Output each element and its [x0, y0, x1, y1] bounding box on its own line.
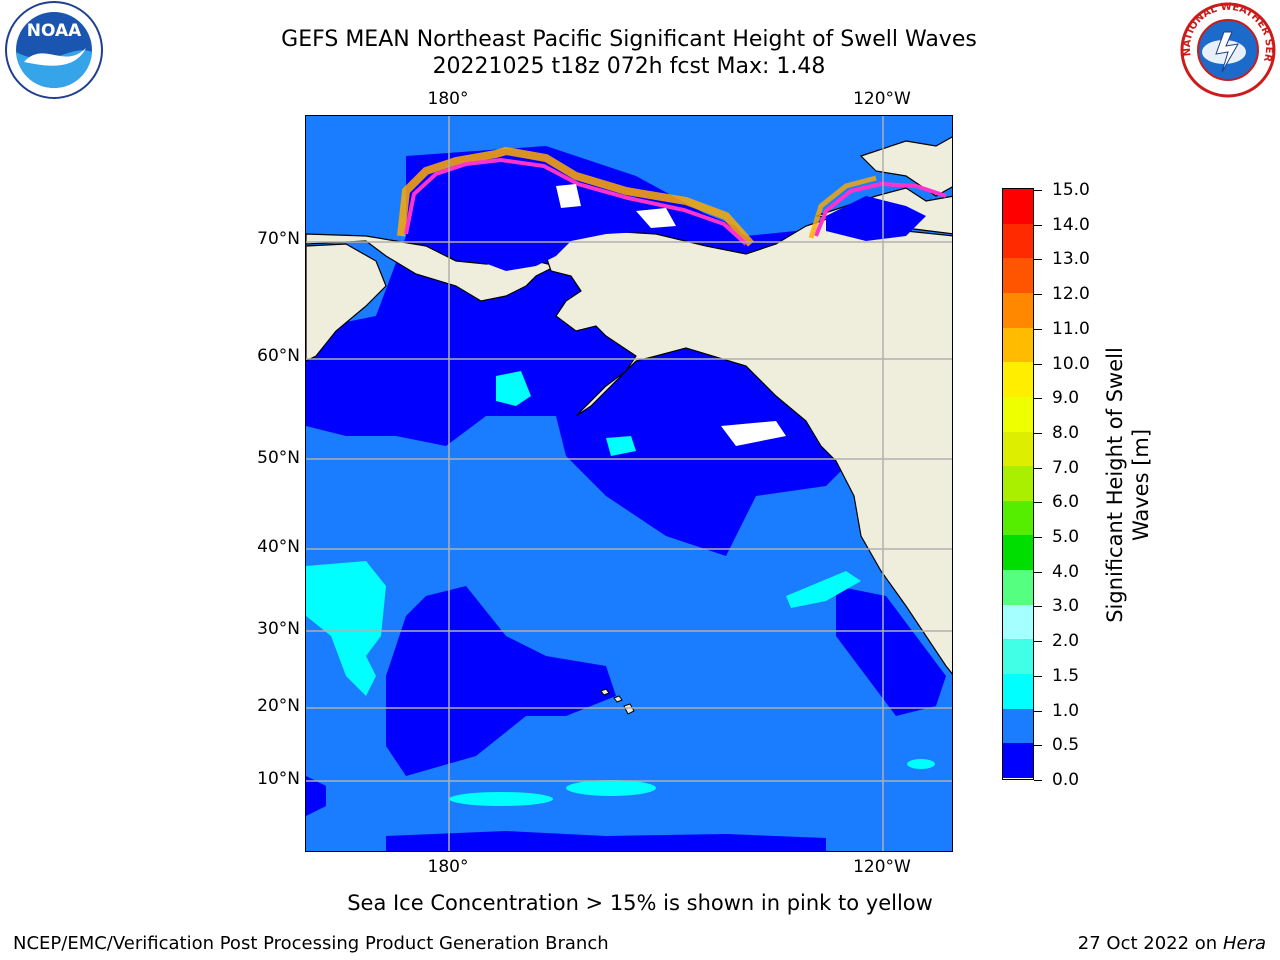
colorbar-segment [1003, 292, 1033, 328]
colorbar-segment [1003, 258, 1033, 293]
colorbar-tick-label: 9.0 [1052, 388, 1080, 409]
lat-tick-70n: 70°N [257, 229, 300, 249]
colorbar-tick-label: 12.0 [1052, 284, 1090, 305]
swell-map [306, 116, 952, 851]
colorbar-segment [1003, 327, 1033, 363]
cyan-swell-south-a [449, 792, 553, 806]
colorbar-tick-mark [1034, 363, 1042, 365]
colorbar-tick-mark [1034, 641, 1042, 643]
colorbar-segment [1003, 535, 1033, 571]
colorbar-tick-label: 1.0 [1052, 700, 1080, 721]
lat-tick-10n: 10°N [257, 769, 300, 789]
cyan-swell-central [496, 371, 531, 406]
colorbar-segment [1003, 396, 1033, 432]
colorbar-tick-label: 7.0 [1052, 457, 1080, 478]
colorbar-tick-mark [1034, 537, 1042, 539]
colorbar-tick-mark [1034, 502, 1042, 504]
colorbar-tick-label: 0.0 [1052, 770, 1080, 790]
colorbar-tick-label: 10.0 [1052, 353, 1090, 374]
colorbar-segment [1003, 743, 1033, 778]
low-swell-central [386, 586, 616, 776]
colorbar-tick-label: 6.0 [1052, 492, 1080, 513]
land-alaska [545, 215, 952, 675]
colorbar-segment [1003, 223, 1033, 259]
low-swell-east [836, 586, 946, 716]
producer-credit: NCEP/EMC/Verification Post Processing Pr… [13, 933, 609, 954]
cyan-swell-south-b [566, 780, 656, 796]
colorbar-tick-mark [1034, 780, 1042, 781]
lat-tick-40n: 40°N [257, 537, 300, 557]
colorbar-tick-label: 15.0 [1052, 180, 1090, 200]
colorbar-tick-label: 8.0 [1052, 422, 1080, 443]
colorbar-tick-mark [1034, 606, 1042, 608]
colorbar [1002, 188, 1034, 780]
colorbar-tick-label: 5.0 [1052, 527, 1080, 548]
colorbar-tick-mark [1034, 259, 1042, 261]
colorbar-tick-mark [1034, 675, 1042, 677]
lat-tick-60n: 60°N [257, 346, 300, 366]
colorbar-tick-label: 3.0 [1052, 596, 1080, 617]
colorbar-segment [1003, 189, 1033, 224]
low-swell-south-edge [386, 831, 826, 851]
colorbar-segment [1003, 362, 1033, 397]
colorbar-tick-label: 11.0 [1052, 318, 1090, 339]
lon-tick-top-180: 180° [427, 89, 469, 109]
colorbar-title-line1: Significant Height of Swell [1103, 347, 1127, 623]
colorbar-title-line2: Waves [m] [1129, 428, 1153, 542]
host-name: Hera [1222, 933, 1266, 954]
colorbar-tick-label: 14.0 [1052, 214, 1090, 235]
colorbar-tick-mark [1034, 294, 1042, 296]
graticule [306, 116, 952, 851]
colorbar-segment [1003, 570, 1033, 605]
lon-tick-top-120w: 120°W [853, 89, 911, 109]
lat-tick-50n: 50°N [257, 448, 300, 468]
lon-tick-bottom-120w: 120°W [853, 857, 911, 877]
colorbar-tick-label: 0.5 [1052, 735, 1080, 756]
colorbar-segment [1003, 466, 1033, 501]
nws-logo: NATIONAL WEATHER SERVICE [1178, 0, 1276, 98]
cyan-swell-west [306, 561, 386, 696]
lon-tick-bottom-180: 180° [427, 857, 469, 877]
colorbar-tick-mark [1034, 398, 1042, 400]
colorbar-tick-mark [1034, 710, 1042, 712]
colorbar-segment [1003, 431, 1033, 467]
colorbar-title: Significant Height of Swell Waves [m] [1102, 347, 1154, 623]
sea-ice-edge-beaufort [814, 181, 947, 237]
sea-ice-edge-beaufort-outer [808, 175, 877, 239]
colorbar-segment [1003, 604, 1033, 640]
colorbar-segment [1003, 674, 1033, 709]
colorbar-tick-mark [1034, 224, 1042, 226]
colorbar-segment [1003, 500, 1033, 536]
land-siberia [306, 233, 558, 302]
colorbar-tick-mark [1034, 190, 1042, 191]
colorbar-tick-mark [1034, 467, 1042, 469]
sea-ice-inner [404, 157, 748, 246]
colorbar-tick-mark [1034, 432, 1042, 434]
colorbar-tick-label: 4.0 [1052, 561, 1080, 582]
colorbar-tick-mark [1034, 745, 1042, 747]
svg-text:NOAA: NOAA [27, 21, 82, 41]
sea-ice-edge-siberia [397, 146, 754, 247]
lat-tick-20n: 20°N [257, 696, 300, 716]
colorbar-segment [1003, 639, 1033, 675]
sea-ice-note: Sea Ice Concentration > 15% is shown in … [347, 891, 933, 915]
map-panel [305, 115, 953, 852]
colorbar-tick-label: 13.0 [1052, 249, 1090, 270]
colorbar-tick-label: 1.5 [1052, 665, 1080, 686]
lat-tick-30n: 30°N [257, 619, 300, 639]
chart-title: GEFS MEAN Northeast Pacific Significant … [281, 27, 977, 52]
low-swell-west-edge [306, 776, 326, 816]
colorbar-tick-mark [1034, 571, 1042, 573]
colorbar-tick-mark [1034, 328, 1042, 330]
cyan-swell-south-c [907, 759, 935, 769]
beaufort-low [826, 196, 926, 241]
colorbar-segment [1003, 708, 1033, 744]
cyan-swell-californian [786, 571, 861, 608]
colorbar-tick-label: 2.0 [1052, 631, 1080, 652]
run-date-text: 27 Oct 2022 on [1077, 933, 1223, 954]
noaa-logo: NOAA [5, 1, 103, 99]
cyan-swell-gulf [606, 436, 636, 456]
run-date: 27 Oct 2022 on Hera [1078, 933, 1266, 954]
chart-subtitle: 20221025 t18z 072h fcst Max: 1.48 [432, 54, 826, 79]
